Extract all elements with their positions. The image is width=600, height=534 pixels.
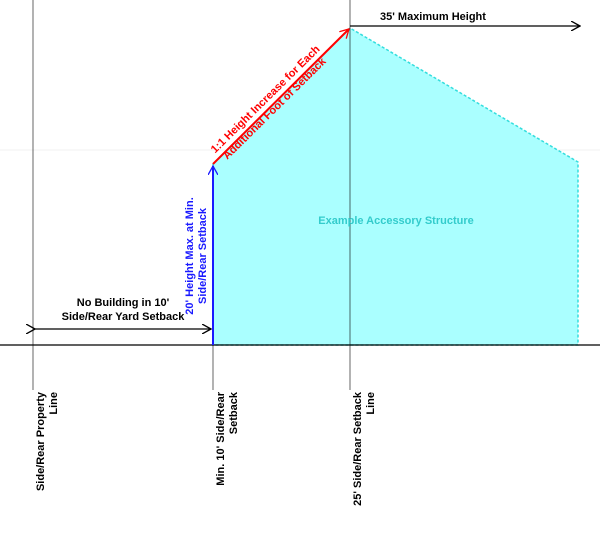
no-building-label-line2: Side/Rear Yard Setback bbox=[62, 311, 186, 323]
setback-25-label-line1: 25' Side/Rear Setback bbox=[352, 391, 364, 506]
min-height-label-line1: 20' Height Max. at Min. bbox=[184, 197, 196, 315]
max-height-label: 35' Maximum Height bbox=[380, 11, 486, 23]
min-setback-label-line2: Setback bbox=[228, 391, 240, 434]
min-height-label-line2: Side/Rear Setback bbox=[197, 207, 209, 304]
setback-25-label-line2: Line bbox=[365, 392, 377, 415]
structure-label: Example Accessory Structure bbox=[318, 215, 474, 227]
min-setback-label-line1: Min. 10' Side/Rear bbox=[215, 391, 227, 485]
property-line-label-line1: Side/Rear Property bbox=[35, 391, 47, 491]
accessory-structure-shape bbox=[212, 27, 579, 346]
property-line-label-line2: Line bbox=[48, 392, 60, 415]
slope-arrow bbox=[212, 29, 349, 165]
no-building-label-line1: No Building in 10' bbox=[77, 297, 170, 309]
